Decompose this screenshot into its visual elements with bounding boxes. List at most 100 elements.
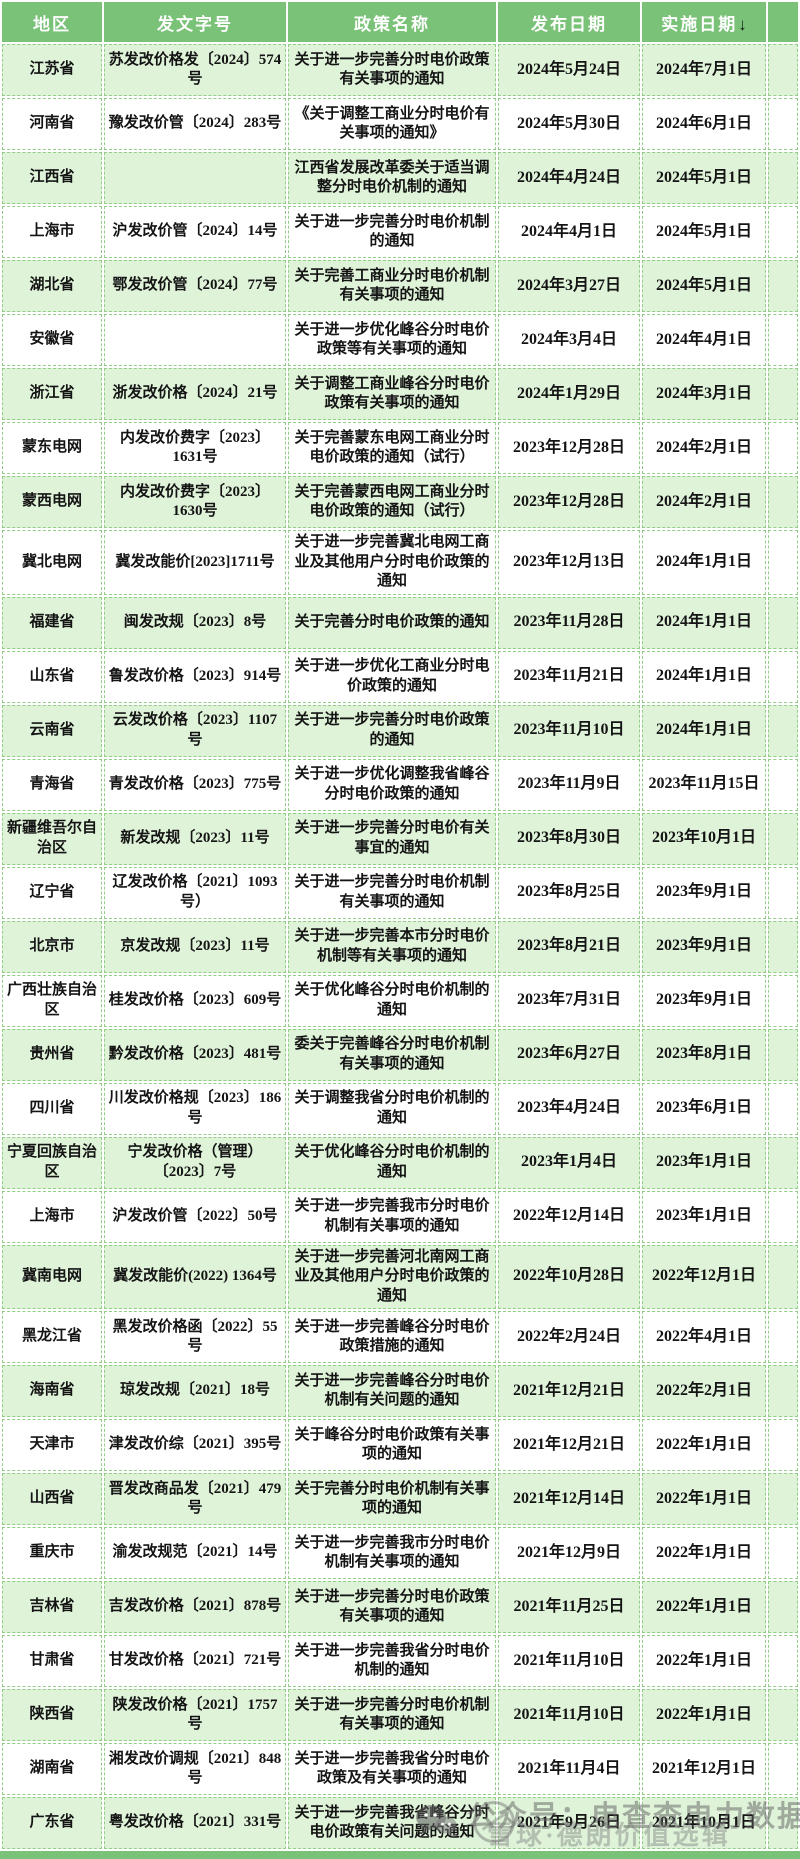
doc-number-cell: 新发改规〔2023〕11号 (104, 812, 286, 865)
doc-number-cell (104, 314, 286, 366)
edge-strip-cell (768, 1365, 798, 1417)
publish-date-cell: 2023年1月4日 (498, 1136, 640, 1189)
publish-date-cell: 2024年3月4日 (498, 314, 640, 366)
doc-number-cell: 甘发改价格〔2021〕721号 (104, 1635, 286, 1687)
edge-strip-cell (768, 44, 798, 96)
region-cell: 蒙东电网 (2, 422, 102, 474)
policy-name-cell: 关于进一步完善我省峰谷分时电价政策有关问题的通知 (288, 1797, 496, 1849)
table-row: 冀北电网 冀发改能价[2023]1711号 关于进一步完善冀北电网工商业及其他用… (2, 530, 798, 595)
implement-date-cell: 2024年5月1日 (642, 260, 766, 312)
policy-name-cell: 关于进一步完善我省分时电价政策及有关事项的通知 (288, 1743, 496, 1795)
policy-name-cell: 关于完善蒙西电网工商业分时电价政策的通知（试行） (288, 476, 496, 528)
policy-name-cell: 关于优化峰谷分时电价机制的通知 (288, 1136, 496, 1189)
region-cell: 冀北电网 (2, 530, 102, 595)
edge-strip-cell (768, 1244, 798, 1309)
doc-number-cell: 粤发改价格〔2021〕331号 (104, 1797, 286, 1849)
doc-number-cell: 晋发改商品发〔2021〕479号 (104, 1473, 286, 1525)
doc-number-cell: 内发改价费字〔2023〕1630号 (104, 476, 286, 528)
policy-name-cell: 关于进一步完善峰谷分时电价机制有关问题的通知 (288, 1365, 496, 1417)
table-header-row: 地区 发文字号 政策名称 发布日期 实施日期↓ (2, 2, 798, 42)
implement-date-cell: 2022年1月1日 (642, 1473, 766, 1525)
header-doc-number: 发文字号 (104, 2, 286, 42)
implement-date-cell: 2024年2月1日 (642, 422, 766, 474)
policy-name-cell: 关于进一步完善我市分时电价机制有关事项的通知 (288, 1190, 496, 1243)
edge-strip-cell (768, 530, 798, 595)
table-row: 广西壮族自治区 桂发改价格〔2023〕609号 关于优化峰谷分时电价机制的通知 … (2, 974, 798, 1027)
edge-strip-cell (768, 704, 798, 757)
implement-date-cell: 2024年2月1日 (642, 476, 766, 528)
header-region: 地区 (2, 2, 102, 42)
table-row: 四川省 川发改价格规〔2023〕186号 关于调整我省分时电价机制的通知 202… (2, 1082, 798, 1135)
region-cell: 广西壮族自治区 (2, 974, 102, 1027)
doc-number-cell: 宁发改价格（管理）〔2023〕7号 (104, 1136, 286, 1189)
edge-strip-cell (768, 152, 798, 204)
doc-number-cell: 桂发改价格〔2023〕609号 (104, 974, 286, 1027)
header-publish-date: 发布日期 (498, 2, 640, 42)
implement-date-cell: 2022年4月1日 (642, 1311, 766, 1363)
edge-strip-cell (768, 476, 798, 528)
region-cell: 贵州省 (2, 1028, 102, 1081)
table-row: 蒙东电网 内发改价费字〔2023〕1631号 关于完善蒙东电网工商业分时电价政策… (2, 422, 798, 474)
publish-date-cell: 2021年11月25日 (498, 1581, 640, 1633)
doc-number-cell: 青发改价格〔2023〕775号 (104, 758, 286, 811)
region-cell: 江苏省 (2, 44, 102, 96)
header-implement-date-label: 实施日期 (661, 14, 738, 34)
policy-name-cell: 关于峰谷分时电价政策有关事项的通知 (288, 1419, 496, 1471)
publish-date-cell: 2023年4月24日 (498, 1082, 640, 1135)
doc-number-cell: 沪发改价管〔2024〕14号 (104, 206, 286, 258)
edge-strip-cell (768, 98, 798, 150)
table-row: 陕西省 陕发改价格〔2021〕1757号 关于进一步完善分时电价机制有关事项的通… (2, 1689, 798, 1741)
implement-date-cell: 2022年1月1日 (642, 1689, 766, 1741)
region-cell: 湖北省 (2, 260, 102, 312)
implement-date-cell: 2024年7月1日 (642, 44, 766, 96)
implement-date-cell: 2024年1月1日 (642, 596, 766, 649)
policy-name-cell: 关于进一步完善峰谷分时电价政策措施的通知 (288, 1311, 496, 1363)
doc-number-cell: 内发改价费字〔2023〕1631号 (104, 422, 286, 474)
policy-name-cell: 关于调整我省分时电价机制的通知 (288, 1082, 496, 1135)
table-row: 福建省 闽发改规〔2023〕8号 关于完善分时电价政策的通知 2023年11月2… (2, 596, 798, 649)
publish-date-cell: 2024年5月30日 (498, 98, 640, 150)
region-cell: 广东省 (2, 1797, 102, 1849)
policy-name-cell: 关于进一步完善本市分时电价机制等有关事项的通知 (288, 920, 496, 973)
policy-name-cell: 关于进一步完善分时电价政策有关事项的通知 (288, 1581, 496, 1633)
doc-number-cell: 京发改规〔2023〕11号 (104, 920, 286, 973)
table-row: 河南省 豫发改价管〔2024〕283号 《关于调整工商业分时电价有关事项的通知》… (2, 98, 798, 150)
publish-date-cell: 2022年12月14日 (498, 1190, 640, 1243)
table-row: 新疆维吾尔自治区 新发改规〔2023〕11号 关于进一步完善分时电价有关事宜的通… (2, 812, 798, 865)
implement-date-cell: 2021年12月1日 (642, 1743, 766, 1795)
region-cell: 吉林省 (2, 1581, 102, 1633)
edge-strip-cell (768, 758, 798, 811)
region-cell: 山东省 (2, 650, 102, 703)
doc-number-cell: 津发改价综〔2021〕395号 (104, 1419, 286, 1471)
region-cell: 河南省 (2, 98, 102, 150)
table-row: 海南省 琼发改规〔2021〕18号 关于进一步完善峰谷分时电价机制有关问题的通知… (2, 1365, 798, 1417)
region-cell: 上海市 (2, 206, 102, 258)
table-row: 宁夏回族自治区 宁发改价格（管理）〔2023〕7号 关于优化峰谷分时电价机制的通… (2, 1136, 798, 1189)
doc-number-cell: 冀发改能价(2022) 1364号 (104, 1244, 286, 1309)
policy-name-cell: 委关于完善峰谷分时电价机制有关事项的通知 (288, 1028, 496, 1081)
implement-date-cell: 2024年5月1日 (642, 152, 766, 204)
edge-strip-cell (768, 206, 798, 258)
header-implement-date[interactable]: 实施日期↓ (642, 2, 766, 42)
publish-date-cell: 2022年10月28日 (498, 1244, 640, 1309)
policy-name-cell: 关于进一步完善分时电价政策的通知 (288, 704, 496, 757)
implement-date-cell: 2024年3月1日 (642, 368, 766, 420)
table-row: 青海省 青发改价格〔2023〕775号 关于进一步优化调整我省峰谷分时电价政策的… (2, 758, 798, 811)
table-row: 黑龙江省 黑发改价格函〔2022〕55号 关于进一步完善峰谷分时电价政策措施的通… (2, 1311, 798, 1363)
policy-name-cell: 关于进一步优化调整我省峰谷分时电价政策的通知 (288, 758, 496, 811)
edge-strip-cell (768, 1473, 798, 1525)
publish-date-cell: 2021年12月9日 (498, 1527, 640, 1579)
region-cell: 海南省 (2, 1365, 102, 1417)
publish-date-cell: 2023年8月21日 (498, 920, 640, 973)
region-cell: 重庆市 (2, 1527, 102, 1579)
region-cell: 安徽省 (2, 314, 102, 366)
region-cell: 山西省 (2, 1473, 102, 1525)
implement-date-cell: 2023年10月1日 (642, 812, 766, 865)
implement-date-cell: 2023年9月1日 (642, 920, 766, 973)
implement-date-cell: 2022年2月1日 (642, 1365, 766, 1417)
policy-name-cell: 关于进一步完善我市分时电价机制有关事项的通知 (288, 1527, 496, 1579)
table-row: 天津市 津发改价综〔2021〕395号 关于峰谷分时电价政策有关事项的通知 20… (2, 1419, 798, 1471)
publish-date-cell: 2023年6月27日 (498, 1028, 640, 1081)
sort-descending-icon: ↓ (738, 14, 747, 34)
